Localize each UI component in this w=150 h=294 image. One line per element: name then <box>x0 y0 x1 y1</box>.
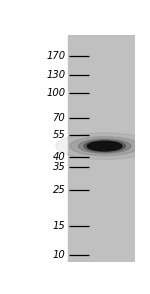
Text: 70: 70 <box>52 113 65 123</box>
Text: 15: 15 <box>52 221 65 231</box>
Text: 25: 25 <box>52 186 65 196</box>
Text: 35: 35 <box>52 162 65 172</box>
Text: 55: 55 <box>52 130 65 140</box>
Text: 130: 130 <box>46 70 65 80</box>
Text: 170: 170 <box>46 51 65 61</box>
Ellipse shape <box>87 141 122 151</box>
Bar <box>68 35 135 262</box>
Text: 10: 10 <box>52 250 65 260</box>
Ellipse shape <box>78 139 131 153</box>
Ellipse shape <box>84 141 126 152</box>
Ellipse shape <box>70 137 140 156</box>
Text: 40: 40 <box>52 153 65 163</box>
Text: 100: 100 <box>46 88 65 98</box>
Ellipse shape <box>56 133 150 159</box>
Bar <box>19 35 68 262</box>
